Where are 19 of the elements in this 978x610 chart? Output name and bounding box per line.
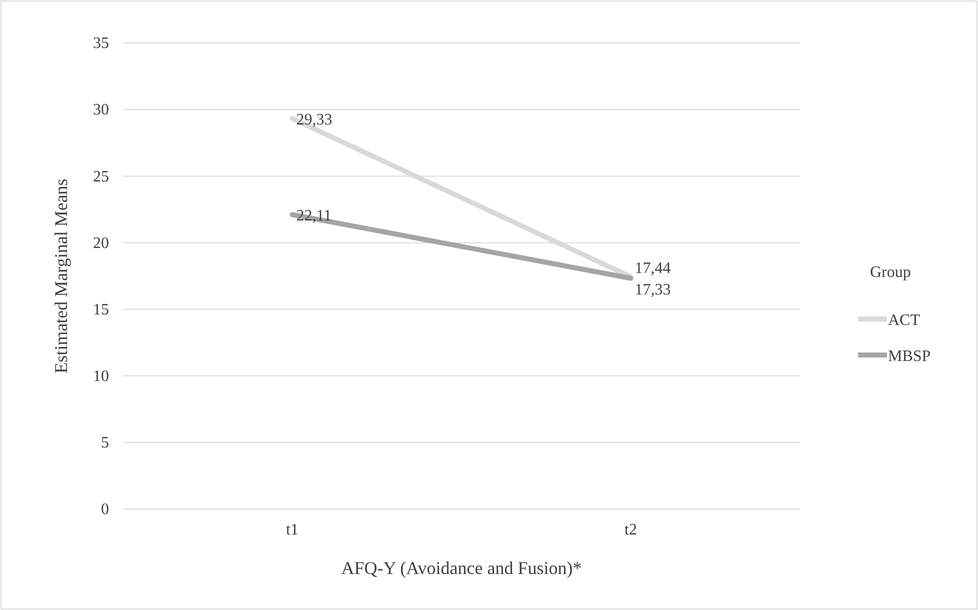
y-tick-label: 20 — [93, 234, 109, 252]
y-tick-label: 35 — [93, 35, 109, 52]
legend-label: MBSP — [888, 348, 931, 365]
data-label: 17,44 — [634, 260, 671, 277]
x-tick-label: t1 — [286, 521, 298, 538]
legend-label: ACT — [888, 312, 920, 329]
y-tick-label: 10 — [93, 368, 109, 385]
data-label: 22,11 — [296, 208, 332, 225]
y-axis-title: Estimated Marginal Means — [51, 178, 71, 374]
data-label: 29,33 — [296, 111, 332, 128]
y-tick-label: 15 — [93, 301, 109, 318]
y-tick-label: 0 — [101, 501, 109, 518]
y-tick-label: 25 — [93, 168, 109, 186]
y-tick-label: 30 — [93, 102, 109, 119]
x-tick-label: t2 — [624, 521, 637, 538]
x-axis-title: AFQ-Y (Avoidance and Fusion)* — [341, 558, 582, 578]
legend-title: Group — [870, 264, 911, 281]
data-label: 17,33 — [634, 281, 671, 298]
y-tick-label: 5 — [101, 434, 109, 452]
